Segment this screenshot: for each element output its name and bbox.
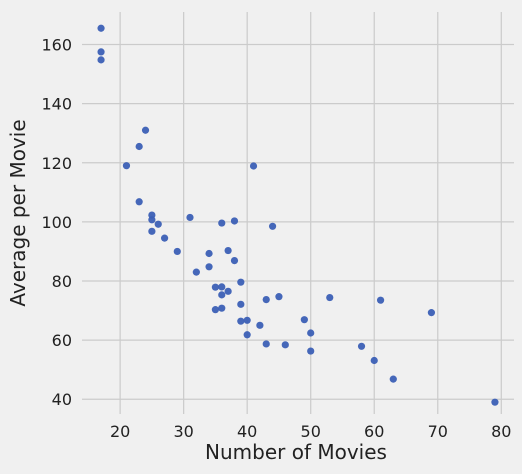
scatter-point: [268, 222, 277, 230]
scatter-point: [262, 296, 270, 304]
scatter-point: [205, 263, 213, 271]
y-tick-label: 140: [41, 95, 72, 114]
scatter-point: [307, 347, 315, 355]
scatter-point: [243, 331, 251, 339]
scatter-point: [224, 246, 232, 255]
x-tick-label: 70: [428, 422, 448, 441]
scatter-point: [237, 300, 245, 308]
scatter-point: [237, 317, 245, 325]
y-tick-label: 80: [52, 272, 72, 291]
scatter-point: [230, 256, 239, 265]
x-tick-label: 20: [110, 422, 130, 441]
y-tick-label: 60: [52, 331, 72, 350]
scatter-point: [141, 126, 150, 134]
scatter-point: [97, 48, 105, 56]
scatter-point: [326, 293, 334, 302]
x-tick-label: 50: [301, 422, 321, 441]
scatter-point: [376, 296, 385, 304]
scatter-point: [249, 162, 258, 170]
x-axis-label: Number of Movies: [205, 440, 387, 464]
scatter-point: [97, 24, 105, 32]
scatter-point: [230, 217, 239, 225]
data-points: [97, 24, 499, 406]
y-axis-ticks: 40 60 80 100 120 140 160: [41, 36, 72, 410]
scatter-point: [218, 291, 226, 299]
scatter-point: [224, 287, 232, 295]
scatter-point: [154, 220, 162, 228]
scatter-point: [307, 329, 315, 337]
scatter-point: [218, 304, 226, 312]
x-tick-label: 30: [173, 422, 193, 441]
x-tick-label: 80: [491, 422, 511, 441]
x-axis-ticks: 20 30 40 50 60 70 80: [110, 422, 512, 441]
scatter-point: [122, 162, 131, 170]
scatter-point: [427, 309, 436, 317]
scatter-point: [237, 278, 245, 286]
y-tick-label: 100: [41, 213, 72, 232]
y-tick-label: 40: [52, 390, 72, 409]
scatter-point: [148, 227, 156, 235]
scatter-point: [218, 219, 226, 227]
scatter-point: [275, 293, 283, 301]
scatter-point: [211, 306, 220, 314]
scatter-point: [262, 340, 270, 348]
y-tick-label: 160: [41, 36, 72, 55]
scatter-point: [389, 375, 397, 383]
x-tick-label: 40: [237, 422, 257, 441]
scatter-point: [160, 234, 169, 242]
scatter-point: [97, 56, 105, 64]
scatter-point: [186, 213, 194, 222]
scatter-point: [135, 198, 143, 206]
scatter-point: [357, 342, 366, 350]
scatter-point: [256, 321, 264, 329]
scatter-point: [370, 356, 378, 365]
scatter-point: [205, 249, 213, 258]
scatter-point: [211, 283, 220, 291]
y-axis-label: Average per Movie: [6, 119, 30, 306]
scatter-point: [148, 216, 156, 224]
scatter-point: [173, 247, 181, 256]
scatter-point: [192, 268, 200, 276]
scatter-point: [218, 283, 226, 291]
scatter-point: [243, 316, 251, 324]
grid: [82, 12, 514, 414]
x-tick-label: 60: [364, 422, 384, 441]
scatter-point: [281, 341, 289, 349]
y-tick-label: 120: [41, 154, 72, 173]
scatter-point: [491, 398, 499, 406]
scatter-point: [300, 316, 308, 324]
scatter-point: [135, 142, 143, 151]
